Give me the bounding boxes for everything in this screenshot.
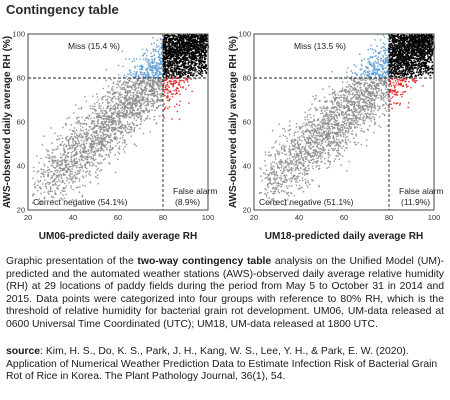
scatter-chart-um18: 20 40 60 80 100 20 40 60 80 100 Miss (13.5 %) Hit (… — [228, 30, 443, 243]
panel2-label-correct-negative: Correct negative (51.1%) — [259, 197, 354, 207]
caption-text-after: analysis on the Unified Model (UM)-predi… — [6, 256, 444, 330]
panel1-x-tick-80: 80 — [159, 213, 167, 222]
panel2-y-axis-title: AWS-observed daily average RH (%) — [228, 36, 239, 208]
panel2-x-tick-60: 60 — [340, 213, 348, 222]
panel1-y-tick-100: 100 — [12, 30, 25, 39]
panel1-label-false-alarm: False alarm — [173, 186, 217, 196]
panel1-scatter-points — [31, 33, 209, 206]
panel2-label-false-alarm: False alarm — [399, 186, 443, 196]
panel2-label-false-alarm-pct: (11.9%) — [401, 197, 430, 207]
panel2-x-tick-40: 40 — [295, 213, 303, 222]
panel1-x-axis-title: UM06-predicted daily average RH — [39, 231, 197, 242]
panel2-y-tick-20: 20 — [243, 206, 251, 215]
source-label: source — [6, 346, 41, 357]
panel1-y-axis-title: AWS-observed daily average RH (%) — [2, 36, 13, 208]
panel1-y-tick-20: 20 — [17, 206, 25, 215]
panel2-label-miss: Miss (13.5 %) — [294, 41, 346, 51]
page-heading: Contingency table — [6, 2, 119, 17]
caption-text-bold: two-way contingency table — [137, 256, 272, 267]
panel2-label-hit: Hit (23.5%) — [393, 41, 436, 51]
scatter-chart-um06: 20 40 60 80 100 20 40 60 80 100 Miss (15.4 %) Hit (… — [2, 30, 217, 243]
figure-caption: Graphic presentation of the two-way cont… — [6, 256, 444, 332]
panel2-x-tick-80: 80 — [385, 213, 393, 222]
panel2-scatter-points — [258, 33, 435, 207]
panel1-label-hit: Hit (21.6%) — [167, 41, 210, 51]
panel1-x-tick-60: 60 — [114, 213, 122, 222]
panel1-x-tick-40: 40 — [69, 213, 77, 222]
caption-text-before: Graphic presentation of the — [6, 256, 138, 267]
source-citation: source: Kim, H. S., Do, K. S., Park, J. … — [6, 346, 444, 384]
panel1-y-tick-80: 80 — [17, 74, 25, 83]
panel1-y-tick-40: 40 — [17, 162, 25, 171]
source-text: : Kim, H. S., Do, K. S., Park, J. H., Ka… — [6, 346, 438, 383]
panel1-x-tick-100: 100 — [202, 213, 215, 222]
panel1-x-tick-20: 20 — [24, 213, 32, 222]
panel1-label-miss: Miss (15.4 %) — [68, 41, 120, 51]
panel1-label-correct-negative: Correct negative (54.1%) — [33, 197, 128, 207]
panel2-x-axis-title: UM18-predicted daily average RH — [265, 231, 423, 242]
panel2-y-tick-40: 40 — [243, 162, 251, 171]
panel1-label-false-alarm-pct: (8.9%) — [175, 197, 200, 207]
panel2-y-tick-60: 60 — [243, 118, 251, 127]
panel1-y-tick-60: 60 — [17, 118, 25, 127]
panel2-y-tick-100: 100 — [238, 30, 251, 39]
panel2-x-tick-20: 20 — [250, 213, 258, 222]
panel2-x-tick-100: 100 — [428, 213, 441, 222]
panel2-y-tick-80: 80 — [243, 74, 251, 83]
